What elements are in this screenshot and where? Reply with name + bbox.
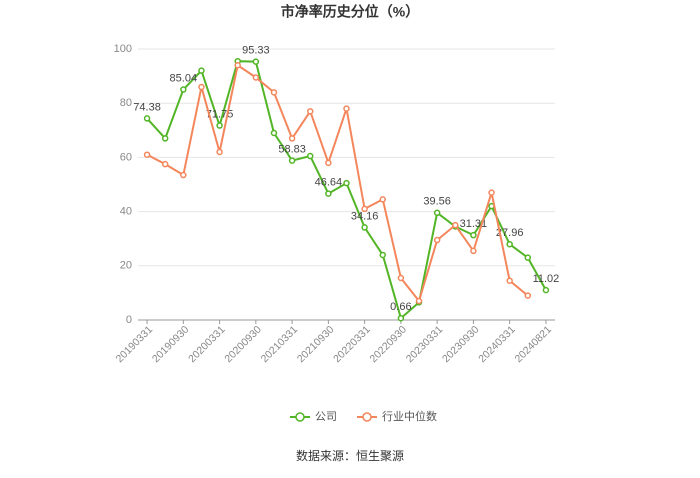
x-tick-label: 20200930 [222, 323, 264, 365]
data-label: 74.38 [133, 101, 161, 113]
point [361, 205, 368, 213]
data-label: 34.16 [351, 210, 379, 222]
point [343, 105, 350, 112]
data-label: 0.66 [390, 301, 411, 313]
point [506, 277, 513, 284]
point [524, 254, 532, 261]
legend-label: 公司 [315, 411, 337, 423]
point [288, 135, 296, 142]
point [325, 190, 332, 197]
point [452, 221, 459, 229]
x-tick-label: 20190930 [150, 323, 192, 365]
y-tick-label: 60 [120, 151, 132, 163]
data-label: 27.96 [496, 227, 524, 239]
point [252, 58, 260, 65]
legend-marker [295, 412, 305, 422]
data-label: 95.33 [242, 45, 270, 57]
point [361, 224, 368, 231]
data-label: 85.04 [170, 72, 198, 84]
point [542, 286, 550, 294]
point [198, 83, 205, 91]
point [180, 86, 187, 93]
y-tick-label: 80 [120, 97, 132, 109]
point [161, 135, 169, 142]
point [288, 157, 296, 164]
point [216, 122, 223, 129]
point [161, 160, 169, 168]
point [379, 196, 387, 203]
data-label: 39.56 [423, 196, 451, 208]
x-tick-label: 20230331 [404, 323, 446, 365]
data-label: 46.64 [315, 177, 343, 189]
series-line [146, 63, 529, 304]
x-tick-label: 20240821 [513, 323, 555, 365]
point [325, 159, 332, 167]
point [433, 236, 441, 244]
point [470, 231, 477, 239]
x-tick-label: 20210930 [295, 323, 337, 365]
point [306, 152, 314, 160]
x-tick-label: 20210331 [259, 323, 301, 365]
point [270, 129, 278, 137]
source: 数据来源：恒生聚源 [296, 448, 404, 463]
point [270, 89, 278, 96]
x-tick-label: 20230930 [440, 323, 482, 365]
y-tick-label: 40 [120, 206, 132, 218]
x-tick-label: 20220331 [331, 323, 373, 365]
point [343, 179, 350, 187]
y-tick-label: 0 [126, 314, 132, 326]
point [252, 74, 260, 81]
point [180, 171, 187, 179]
x-tick-label: 20220930 [367, 323, 409, 365]
point [433, 209, 441, 217]
point [415, 297, 423, 305]
data-label: 58.83 [278, 143, 306, 155]
series-line [146, 60, 547, 320]
legend-label: 行业中位数 [382, 409, 437, 423]
point [524, 292, 532, 299]
legend-marker [362, 412, 372, 422]
point [216, 148, 223, 156]
point [143, 115, 151, 122]
x-tick-label: 20190331 [114, 323, 156, 365]
point [234, 62, 241, 69]
point [198, 67, 205, 74]
x-tick-label: 20240331 [476, 323, 518, 365]
point [506, 240, 513, 248]
point [306, 108, 314, 115]
y-tick-label: 20 [120, 260, 132, 272]
point [397, 274, 405, 282]
point [397, 314, 405, 322]
point [143, 151, 151, 158]
x-tick-label: 20200331 [186, 323, 228, 365]
point [379, 251, 387, 259]
y-tick-label: 100 [114, 43, 132, 55]
data-label: 11.02 [533, 273, 560, 285]
chart-title: 市净率历史分位（%） [281, 4, 419, 20]
point [488, 189, 495, 196]
point [470, 247, 477, 255]
